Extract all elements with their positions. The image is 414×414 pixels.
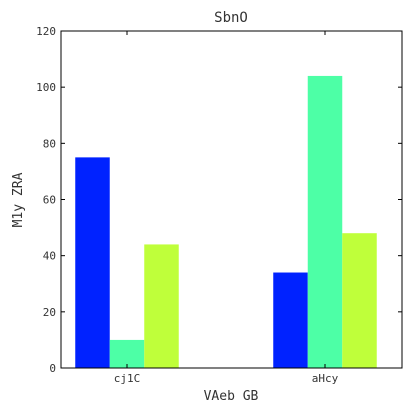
bar-aHcy-series-1: [273, 272, 308, 368]
y-tick-label: 100: [36, 81, 56, 94]
y-tick-label: 80: [43, 137, 56, 150]
y-axis-label: M1y ZRA: [11, 172, 26, 227]
y-tick-label: 0: [49, 362, 56, 375]
axis-ticks: 0 20 40 60 80 100 120 cj1C aHcy: [36, 25, 402, 385]
y-tick-label: 60: [43, 194, 56, 207]
y-tick-label: 20: [43, 306, 56, 319]
y-tick-label: 40: [43, 250, 56, 263]
bar-cj1C-series-2: [109, 339, 145, 368]
x-tick-label: aHcy: [312, 372, 339, 385]
x-tick-label: cj1C: [114, 372, 141, 385]
chart-title: SbnO: [214, 10, 248, 26]
bars-layer: [75, 75, 377, 368]
bar-aHcy-series-2: [307, 75, 343, 368]
bar-cj1C-series-1: [75, 157, 110, 368]
bar-cj1C-series-3: [144, 244, 179, 368]
x-axis-label: VAeb GB: [204, 389, 259, 404]
y-tick-label: 120: [36, 25, 56, 38]
bar-aHcy-series-3: [342, 233, 377, 368]
